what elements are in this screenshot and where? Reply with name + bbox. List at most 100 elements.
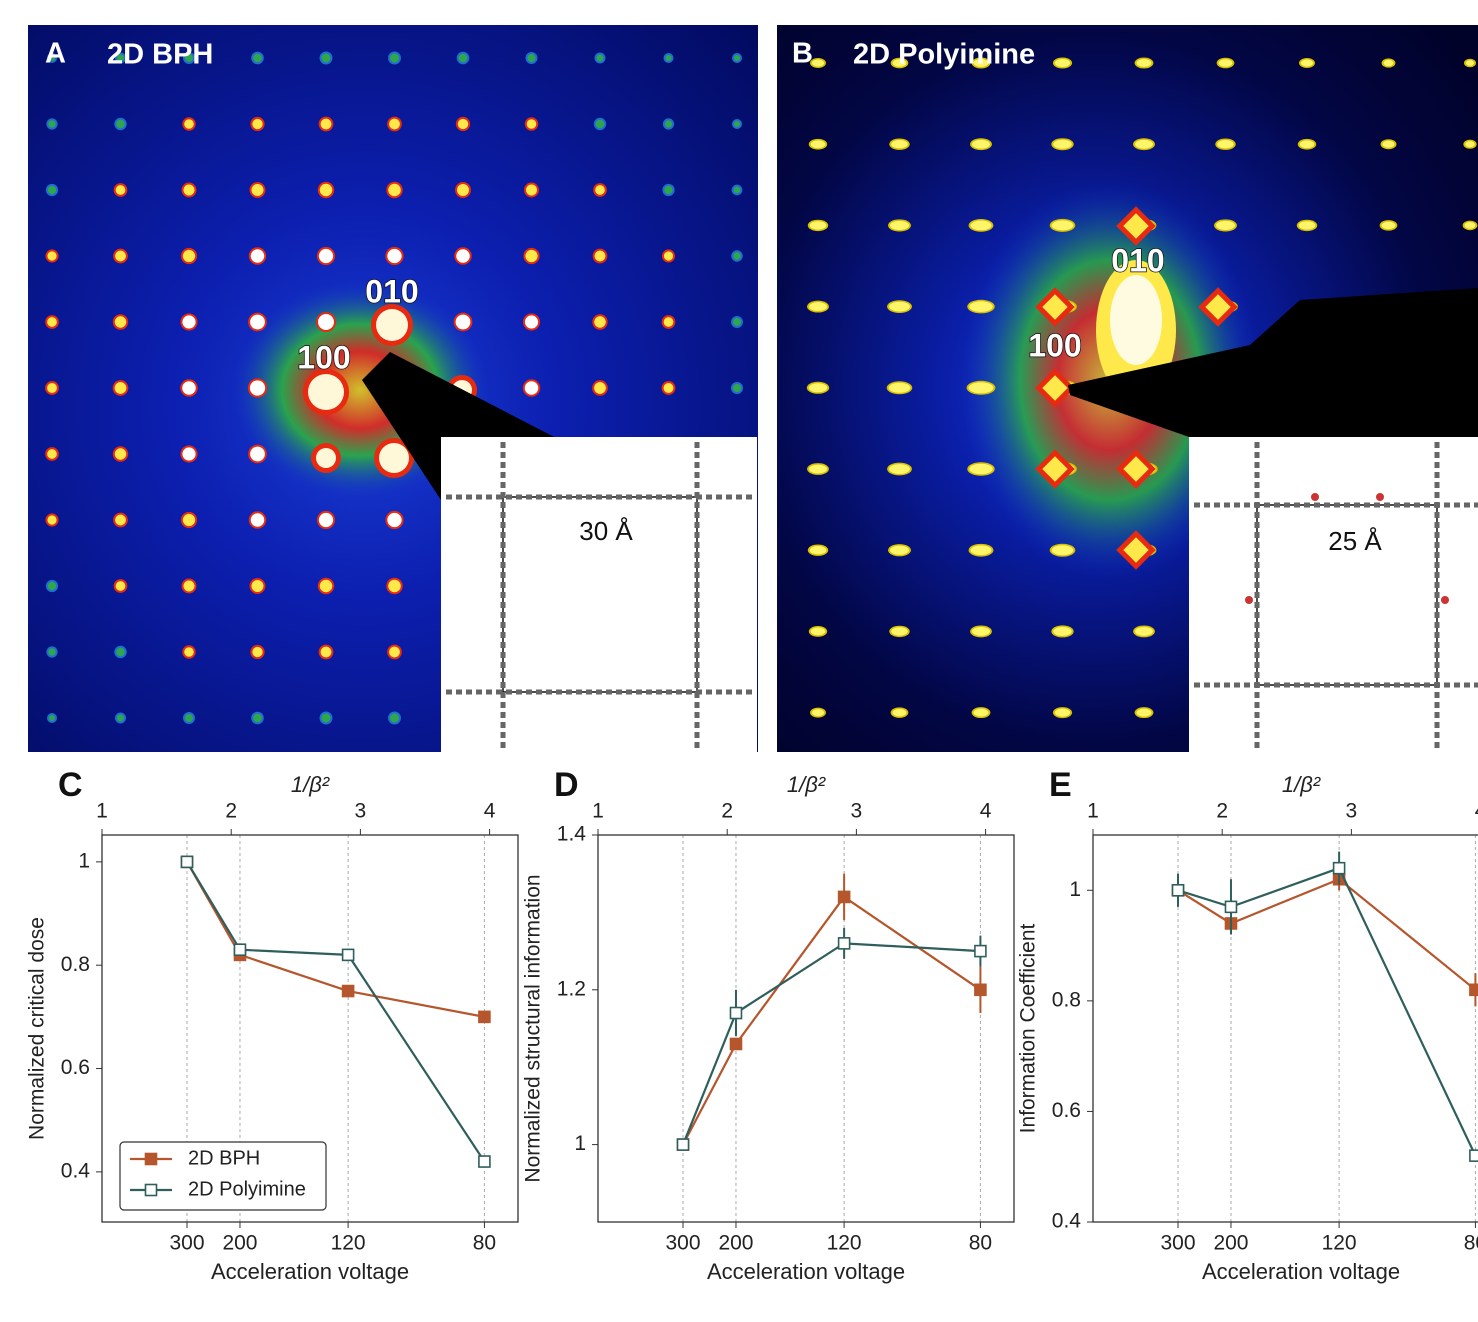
panel-letter: A — [45, 38, 66, 70]
spot — [1465, 141, 1474, 147]
marker — [1470, 984, 1478, 995]
x-tick-label: 80 — [1464, 1232, 1478, 1255]
panel-letter: E — [1049, 766, 1072, 804]
spot — [664, 251, 673, 260]
spot — [809, 383, 827, 392]
spot — [1053, 627, 1071, 636]
spot — [115, 251, 126, 262]
panel-letter: C — [58, 766, 83, 804]
plot-frame — [598, 835, 1014, 1222]
spot — [664, 317, 674, 327]
spot — [1300, 140, 1314, 148]
spot — [316, 448, 336, 468]
spot — [458, 119, 468, 129]
spot — [889, 302, 910, 312]
series-line — [1178, 868, 1475, 1155]
spot — [809, 302, 827, 311]
marker — [182, 856, 193, 867]
image-title: 2D BPH — [107, 39, 213, 71]
x-tick-label: 300 — [1160, 1232, 1195, 1255]
spot-label: 010 — [1111, 242, 1164, 278]
marker — [1225, 901, 1236, 912]
marker — [343, 949, 354, 960]
x-tick-label: 200 — [222, 1232, 257, 1255]
spot — [1465, 222, 1476, 229]
marker — [1334, 863, 1345, 874]
spot — [891, 140, 907, 148]
inset-label: 30 Å — [579, 516, 633, 546]
spot — [733, 252, 740, 259]
spot — [115, 316, 126, 327]
spot — [47, 317, 57, 327]
spot — [48, 120, 55, 127]
spot — [812, 60, 824, 67]
spot — [596, 54, 603, 61]
plot-frame — [1093, 835, 1478, 1222]
spot — [49, 715, 55, 721]
marker — [730, 1008, 741, 1019]
spot — [1055, 59, 1070, 67]
spot — [889, 383, 911, 393]
spot — [390, 714, 399, 723]
x-tick-label: 120 — [827, 1232, 862, 1255]
spot — [1137, 59, 1152, 67]
spot — [1216, 221, 1235, 230]
spot — [322, 714, 331, 723]
spot — [116, 185, 126, 195]
series-line — [1178, 879, 1475, 990]
spot — [525, 315, 538, 328]
spot — [318, 314, 334, 330]
y-tick-label: 0.8 — [61, 953, 90, 976]
x2-tick-label: 4 — [484, 800, 496, 823]
marker — [1173, 885, 1184, 896]
spot — [734, 187, 741, 194]
spot — [734, 121, 740, 127]
spot — [387, 513, 401, 527]
spot — [527, 119, 537, 129]
spot — [810, 546, 826, 554]
spot — [1110, 275, 1162, 365]
x-tick-label: 80 — [473, 1232, 496, 1255]
x2-tick-label: 2 — [1216, 800, 1228, 823]
spot — [972, 140, 990, 149]
spot — [308, 374, 344, 410]
spot — [733, 384, 741, 392]
y-tick-label: 1 — [1069, 878, 1081, 901]
spot — [389, 647, 400, 658]
spot — [185, 714, 193, 722]
spot-label: 100 — [297, 339, 350, 375]
spot — [972, 627, 990, 636]
marker — [975, 984, 986, 995]
spot — [389, 119, 400, 130]
spot — [322, 54, 331, 63]
y-tick-label: 1.4 — [557, 823, 587, 846]
marker — [343, 986, 354, 997]
spot — [319, 249, 333, 263]
x2-tick-label: 1 — [96, 800, 108, 823]
spot — [253, 54, 262, 63]
y-tick-label: 0.6 — [61, 1056, 90, 1079]
x-tick-label: 80 — [969, 1232, 992, 1255]
spot — [390, 54, 399, 63]
y-axis-title: Normalized structural information — [522, 874, 545, 1182]
spot — [969, 464, 992, 475]
x-tick-label: 120 — [331, 1232, 366, 1255]
spot — [1384, 60, 1394, 66]
spot — [1299, 221, 1315, 229]
spot — [596, 120, 604, 128]
spot — [594, 382, 606, 394]
spot — [388, 184, 401, 197]
spot — [250, 447, 265, 462]
x-tick-label: 300 — [169, 1232, 204, 1255]
spot — [893, 709, 907, 717]
spot — [183, 250, 195, 262]
spot — [379, 443, 409, 473]
spot — [594, 316, 605, 327]
inset: 25 Å — [1189, 437, 1478, 752]
y-tick-label: 0.6 — [1052, 1099, 1081, 1122]
panel-letter: D — [554, 766, 579, 804]
spot — [184, 647, 194, 657]
spot — [528, 54, 536, 62]
x2-tick-label: 2 — [225, 800, 237, 823]
marker — [839, 891, 850, 902]
